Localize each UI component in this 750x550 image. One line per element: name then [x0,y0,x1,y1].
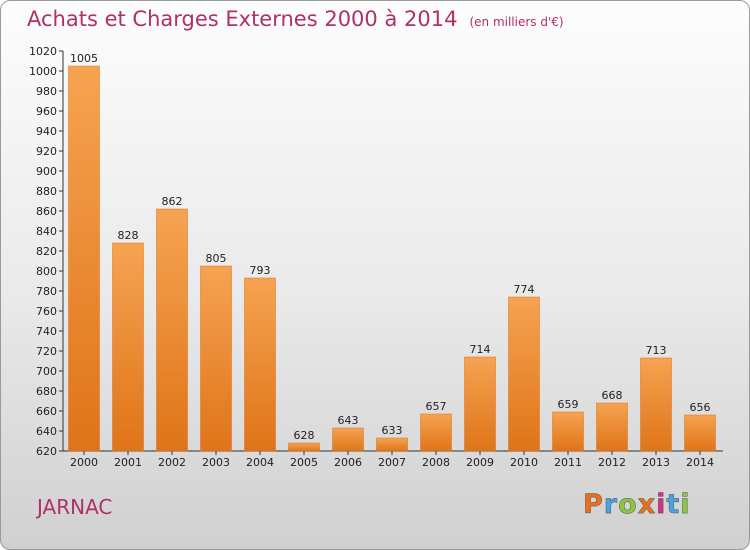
x-tick-label: 2003 [202,456,230,469]
bar [464,356,496,452]
y-tick-label: 960 [36,105,57,118]
bar [200,265,232,452]
y-tick-label: 860 [36,205,57,218]
y-tick-label: 740 [36,325,57,338]
bar-value-label: 714 [470,343,491,356]
brand-letter: i [680,489,691,521]
brand-letter: r [603,489,619,521]
y-tick-label: 900 [36,165,57,178]
y-tick-label: 620 [36,445,57,458]
bar-value-label: 668 [602,389,623,402]
x-tick-label: 2012 [598,456,626,469]
x-tick-label: 2006 [334,456,362,469]
x-tick-label: 2005 [290,456,318,469]
x-tick-label: 2001 [114,456,142,469]
bar [68,65,100,452]
x-tick-label: 2010 [510,456,538,469]
x-tick-label: 2008 [422,456,450,469]
bars: 1005 828 862 805 793 628 643 633 657 714 774 659 668… [68,52,716,452]
y-tick-label: 1020 [29,45,57,58]
bar [288,442,320,452]
y-tick-label: 700 [36,365,57,378]
bar [552,411,584,452]
bar-value-label: 828 [118,229,139,242]
bar [332,427,364,452]
x-tick-label: 2011 [554,456,582,469]
brand-letter: i [656,489,667,521]
chart-title: Achats et Charges Externes 2000 à 2014 (e… [27,7,564,31]
y-tick-label: 720 [36,345,57,358]
bar [596,402,628,452]
y-tick-label: 880 [36,185,57,198]
brand-letter: o [618,489,638,521]
bar [640,357,672,452]
y-tick-label: 840 [36,225,57,238]
chart-subtitle: (en milliers d'€) [469,15,564,29]
bar-value-label: 805 [206,252,227,265]
x-tick-label: 2014 [686,456,714,469]
y-tick-label: 940 [36,125,57,138]
y-tick-label: 780 [36,285,57,298]
y-tick-label: 920 [36,145,57,158]
bar-value-label: 656 [690,401,711,414]
bar-value-label: 1005 [70,52,98,65]
x-tick-label: 2007 [378,456,406,469]
brand-letter: t [666,489,681,521]
bar [508,296,540,452]
bar-value-label: 862 [162,195,183,208]
bar [376,437,408,452]
x-tick-label: 2013 [642,456,670,469]
brand-logo: Proxiti [583,489,691,521]
bar-value-label: 643 [338,414,359,427]
x-axis: 2000 2001 2002 2003 2004 2005 2006 2007 2008 2009… [63,450,723,469]
bar [156,208,188,452]
bar [112,242,144,452]
y-tick-label: 680 [36,385,57,398]
bar-value-label: 633 [382,424,403,437]
brand-letter: P [583,489,604,521]
y-tick-label: 660 [36,405,57,418]
x-tick-label: 2000 [70,456,98,469]
chart-title-text: Achats et Charges Externes 2000 à 2014 [27,7,458,31]
bar-value-label: 659 [558,398,579,411]
brand-letter: x [637,489,657,521]
bar-value-label: 793 [250,264,271,277]
y-tick-label: 980 [36,85,57,98]
bar [244,277,276,452]
bar [420,413,452,452]
x-tick-label: 2002 [158,456,186,469]
y-tick-label: 1000 [29,65,57,78]
y-axis: 620 640 660 680 700 720 740 760 780 800 820 840 860 8… [29,45,64,458]
bar-value-label: 774 [514,283,535,296]
y-tick-label: 760 [36,305,57,318]
y-tick-label: 640 [36,425,57,438]
bar-value-label: 713 [646,344,667,357]
x-tick-label: 2004 [246,456,274,469]
bar-value-label: 628 [294,429,315,442]
place-label: JARNAC [37,495,113,519]
bar-value-label: 657 [426,400,447,413]
y-tick-label: 820 [36,245,57,258]
x-tick-label: 2009 [466,456,494,469]
y-tick-label: 800 [36,265,57,278]
bar [684,414,716,452]
